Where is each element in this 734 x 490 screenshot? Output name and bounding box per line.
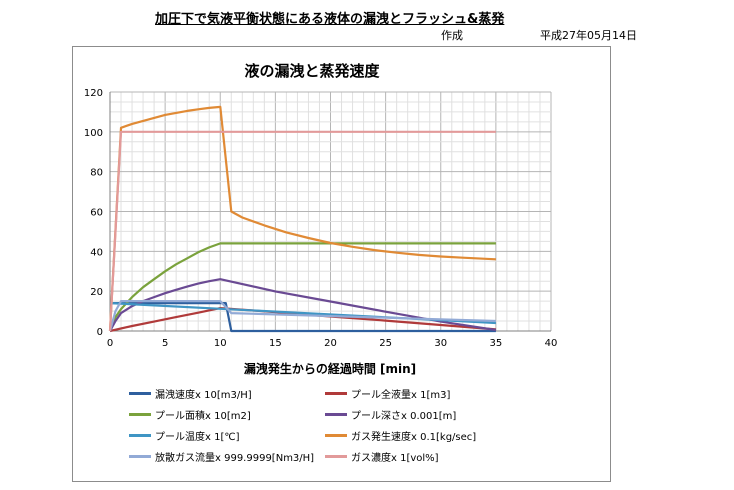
legend-swatch (325, 433, 347, 437)
y-tick-label: 20 (90, 287, 103, 298)
legend-item: ガス濃度x 1[vol%] (325, 449, 439, 464)
legend-label: プール全液量x 1[m3] (351, 389, 451, 401)
grid (109, 91, 552, 332)
legend-item: プール深さx 0.001[m] (325, 407, 457, 422)
x-tick-label: 20 (324, 338, 337, 349)
x-tick-label: 30 (434, 338, 447, 349)
y-tick-label: 0 (97, 327, 103, 338)
legend-label: 放散ガス流量x 999.9999[Nm3/H] (155, 452, 315, 464)
legend-item: 放散ガス流量x 999.9999[Nm3/H] (129, 449, 315, 464)
legend-swatch (325, 391, 347, 395)
y-tick-label: 40 (90, 247, 103, 258)
x-tick-label: 15 (269, 338, 282, 349)
axes: 0 5 10 15 20 25 30 35 40 0 20 40 60 80 100 120 (84, 88, 557, 349)
legend-swatch (325, 454, 347, 458)
legend-swatch (129, 391, 151, 395)
y-tick-label: 80 (90, 168, 103, 179)
series-line-6 (108, 105, 496, 332)
x-tick-label: 5 (162, 338, 168, 349)
document-title: 加圧下で気液平衡状態にある液体の漏洩とフラッシュ&蒸発 (155, 12, 505, 27)
legend-label: ガス発生速度x 0.1[kg/sec] (351, 431, 477, 443)
series-line-7 (108, 300, 496, 332)
series-line-4 (109, 278, 497, 332)
author-label: 作成 (441, 29, 463, 42)
x-tick-label: 0 (107, 338, 113, 349)
series-layer (108, 105, 497, 333)
legend-item: ガス発生速度x 0.1[kg/sec] (325, 428, 477, 443)
y-tick-label: 120 (84, 88, 103, 99)
y-tick-label: 60 (90, 208, 103, 219)
y-tick-label: 100 (84, 128, 103, 139)
legend-label: ガス濃度x 1[vol%] (351, 452, 439, 464)
x-tick-label: 40 (545, 338, 558, 349)
legend-label: 漏洩速度x 10[m3/H] (155, 389, 252, 401)
x-tick-label: 25 (379, 338, 392, 349)
legend-item: プール温度x 1[℃] (129, 428, 240, 443)
x-axis-label: 漏洩発生からの経過時間 [min] (244, 361, 416, 376)
x-tick-label: 10 (214, 338, 227, 349)
x-tick-label: 35 (490, 338, 503, 349)
legend-label: プール深さx 0.001[m] (351, 410, 457, 422)
legend-swatch (129, 433, 151, 437)
legend: 漏洩速度x 10[m3/H] プール全液量x 1[m3] プール面積x 10[m2]… (129, 386, 549, 482)
chart-title: 液の漏洩と蒸発速度 (244, 62, 380, 80)
legend-swatch (129, 454, 151, 458)
series-line-1 (110, 302, 496, 333)
legend-item: 漏洩速度x 10[m3/H] (129, 386, 252, 401)
document-date: 平成27年05月14日 (540, 29, 637, 42)
legend-item: プール面積x 10[m2] (129, 407, 251, 422)
legend-item: プール全液量x 1[m3] (325, 386, 451, 401)
legend-swatch (129, 412, 151, 416)
series-line-3 (108, 242, 496, 332)
legend-label: プール温度x 1[℃] (155, 431, 240, 443)
series-line-8 (108, 130, 496, 332)
legend-swatch (325, 412, 347, 416)
legend-label: プール面積x 10[m2] (155, 410, 251, 422)
